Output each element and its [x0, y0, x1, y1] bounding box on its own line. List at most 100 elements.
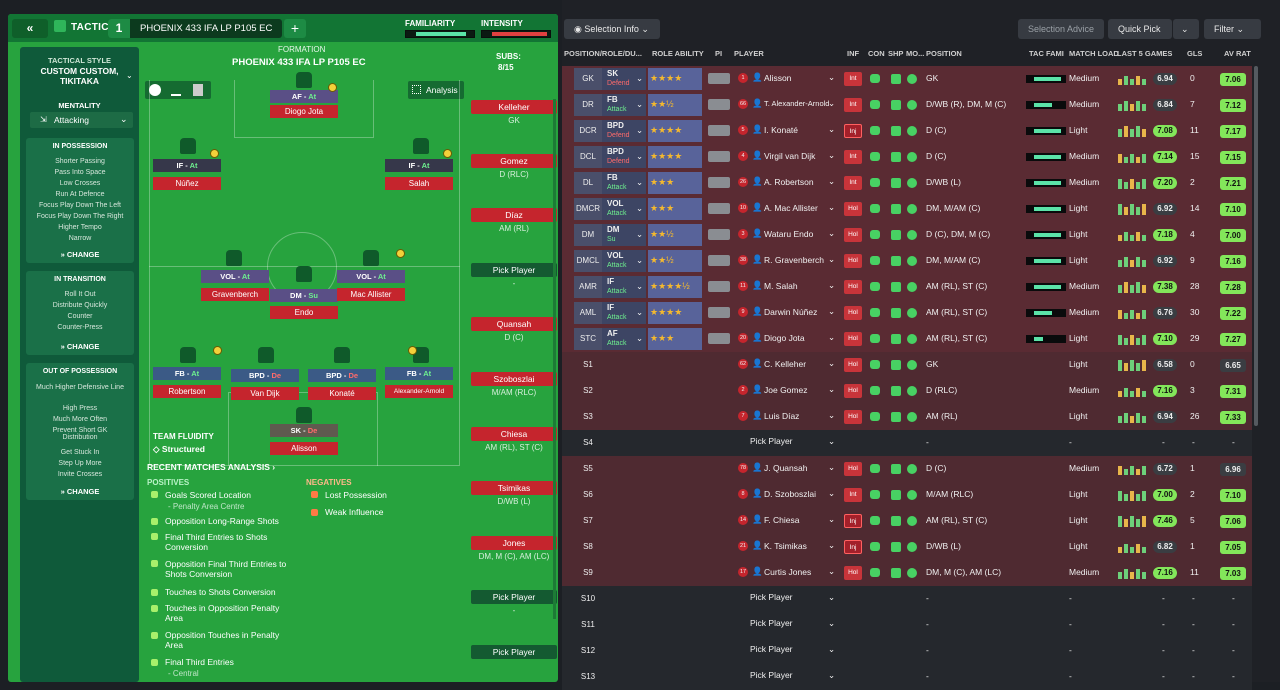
player-instructions-icon[interactable] — [708, 99, 730, 110]
change-button[interactable]: » CHANGE — [60, 250, 100, 259]
clipboard-icon[interactable] — [193, 84, 203, 96]
formation-name[interactable]: PHOENIX 433 IFA LP P105 EC — [232, 57, 366, 68]
pick-player-select[interactable]: Pick Player — [750, 592, 793, 602]
chevron-down-icon[interactable]: ⌄ — [828, 306, 836, 316]
team-fluidity-value[interactable]: ◇ Structured — [153, 444, 205, 454]
chevron-down-icon[interactable]: ⌄ — [828, 384, 836, 394]
sub-player[interactable]: Jones — [471, 536, 557, 550]
table-row[interactable]: S11 Pick Player ⌄ - - - - - — [562, 612, 1252, 638]
chevron-down-icon[interactable]: ⌄ — [828, 254, 836, 264]
scrollbar[interactable] — [553, 99, 556, 619]
analysis-button[interactable]: Analysis — [408, 81, 464, 99]
out-of-possession-card[interactable]: OUT OF POSSESSION Much Higher Defensive … — [26, 363, 134, 500]
player-name[interactable]: Alisson — [270, 442, 338, 455]
player-role[interactable]: IF - At — [153, 159, 221, 172]
chevron-down-icon[interactable]: ⌄ — [828, 488, 836, 498]
chevron-down-icon[interactable]: ⌄ — [828, 514, 836, 524]
player-instructions-icon[interactable] — [708, 229, 730, 240]
col-player[interactable]: PLAYER — [734, 49, 764, 58]
table-row[interactable]: S2 2 👤 Joe Gomez ⌄ Hol D (RLC) Medium 7.16 3 7.31 — [562, 378, 1252, 404]
table-row[interactable]: S8 21 👤 K. Tsimikas ⌄ Inj D/WB (L) Light 6.82 1 7.… — [562, 534, 1252, 560]
player-role[interactable]: DM - Su — [270, 289, 338, 302]
sub-pick-player[interactable]: Pick Player — [471, 263, 557, 277]
table-row[interactable]: S13 Pick Player ⌄ - - - - - — [562, 664, 1252, 690]
pick-player-select[interactable]: Pick Player — [750, 644, 793, 654]
chevron-down-icon[interactable]: ⌄ — [828, 228, 836, 238]
selection-info-dropdown[interactable]: ◉ Selection Info ⌄ — [564, 19, 660, 39]
player-instructions-icon[interactable] — [708, 125, 730, 136]
player-name[interactable]: Mac Allister — [337, 288, 405, 301]
back-button[interactable]: « — [12, 19, 48, 38]
col-role-ability[interactable]: ROLE ABILITY — [652, 49, 704, 58]
player-role[interactable]: BPD - De — [308, 369, 376, 382]
player-instructions-icon[interactable] — [708, 307, 730, 318]
player-name[interactable]: Konaté — [308, 387, 376, 400]
table-row[interactable]: AMR IF Attack ⌄ ★★★★½ 11 👤 M. Salah ⌄ Hol AM (R… — [562, 274, 1252, 300]
chevron-down-icon[interactable]: ⌄ — [828, 410, 836, 420]
player-name[interactable]: Gravenberch — [201, 288, 269, 301]
table-row[interactable]: DL FB Attack ⌄ ★★★ 26 👤 A. Robertson ⌄ Int D/WB… — [562, 170, 1252, 196]
player-instructions-icon[interactable] — [708, 177, 730, 188]
player-instructions-icon[interactable] — [708, 333, 730, 344]
player-name[interactable]: C. Kelleher — [764, 359, 807, 369]
player-role[interactable]: AF - At — [270, 90, 338, 103]
recent-analysis-title[interactable]: RECENT MATCHES ANALYSIS › — [147, 462, 276, 472]
table-row[interactable]: S6 8 👤 D. Szoboszlai ⌄ Int M/AM (RLC) Light 7.00… — [562, 482, 1252, 508]
role-duty-select[interactable]: IF Attack ⌄ — [602, 302, 646, 324]
pick-player-select[interactable]: Pick Player — [750, 670, 793, 680]
col-pi[interactable]: PI — [715, 49, 723, 58]
role-duty-select[interactable]: IF Attack ⌄ — [602, 276, 646, 298]
chevron-down-icon[interactable]: ⌄ — [828, 332, 836, 342]
player-role[interactable]: SK - De — [270, 424, 338, 437]
table-row[interactable]: DR FB Attack ⌄ ★★½ 66 👤 T. Alexander-Arnold ⌄… — [562, 92, 1252, 118]
role-duty-select[interactable]: BPD Defend ⌄ — [602, 120, 646, 142]
add-tactic-button[interactable]: + — [284, 19, 306, 38]
col-mo[interactable]: MO... — [906, 49, 925, 58]
table-row[interactable]: S12 Pick Player ⌄ - - - - - — [562, 638, 1252, 664]
player-role[interactable]: BPD - De — [231, 369, 299, 382]
table-row[interactable]: DMCL VOL Attack ⌄ ★★½ 38 👤 R. Gravenberch ⌄ Ho… — [562, 248, 1252, 274]
pick-player-select[interactable]: Pick Player — [750, 618, 793, 628]
col-tac-fami[interactable]: TAC FAMI — [1029, 49, 1064, 58]
bar-chart-icon[interactable] — [171, 84, 181, 96]
player-name[interactable]: A. Mac Allister — [764, 203, 818, 213]
player-role[interactable]: IF - At — [385, 159, 453, 172]
col-last5[interactable]: LAST 5 GAMES — [1117, 49, 1173, 58]
chevron-down-icon[interactable]: ⌄ — [828, 150, 836, 160]
player-name[interactable]: Darwin Núñez — [764, 307, 818, 317]
chevron-down-icon[interactable]: ⌄ — [828, 592, 836, 602]
player-name[interactable]: Diogo Jota — [270, 105, 338, 118]
familiarity-meter[interactable] — [405, 30, 475, 38]
player-name[interactable]: Virgil van Dijk — [764, 151, 816, 161]
player-name[interactable]: Salah — [385, 177, 453, 190]
sub-player[interactable]: Chiesa — [471, 427, 557, 441]
table-row[interactable]: S9 17 👤 Curtis Jones ⌄ Hol DM, M (C), AM (LC) M… — [562, 560, 1252, 586]
player-name[interactable]: Endo — [270, 306, 338, 319]
tactic-tab[interactable]: 1 PHOENIX 433 IFA LP P105 EC — [108, 19, 282, 38]
player-name[interactable]: Wataru Endo — [764, 229, 814, 239]
player-instructions-icon[interactable] — [708, 73, 730, 84]
scrollbar[interactable] — [1254, 66, 1258, 426]
chevron-down-icon[interactable]: ⌄ — [828, 644, 836, 654]
sub-player[interactable]: Kelleher — [471, 100, 557, 114]
role-duty-select[interactable]: BPD Defend ⌄ — [602, 146, 646, 168]
sub-player[interactable]: Szoboszlai — [471, 372, 557, 386]
player-name[interactable]: R. Gravenberch — [764, 255, 824, 265]
role-duty-select[interactable]: DM Su ⌄ — [602, 224, 646, 246]
sub-pick-player[interactable]: Pick Player — [471, 645, 557, 659]
selection-advice-button[interactable]: Selection Advice — [1018, 19, 1104, 39]
role-duty-select[interactable]: SK Defend ⌄ — [602, 68, 646, 90]
table-row[interactable]: DM DM Su ⌄ ★★½ 3 👤 Wataru Endo ⌄ Hol D (C), DM,… — [562, 222, 1252, 248]
player-name[interactable]: Alexander-Arnold — [385, 385, 453, 398]
chevron-down-icon[interactable]: ⌄ — [828, 670, 836, 680]
sub-player[interactable]: Díaz — [471, 208, 557, 222]
change-button[interactable]: » CHANGE — [60, 487, 100, 496]
sub-player[interactable]: Tsimikas — [471, 481, 557, 495]
role-duty-select[interactable]: VOL Attack ⌄ — [602, 250, 646, 272]
player-name[interactable]: Diogo Jota — [764, 333, 805, 343]
player-name[interactable]: Van Dijk — [231, 387, 299, 400]
tactical-style-value[interactable]: CUSTOM CUSTOM, TIKITAKA — [40, 66, 119, 86]
player-instructions-icon[interactable] — [708, 151, 730, 162]
col-shp[interactable]: SHP — [888, 49, 904, 58]
role-duty-select[interactable]: FB Attack ⌄ — [602, 172, 646, 194]
